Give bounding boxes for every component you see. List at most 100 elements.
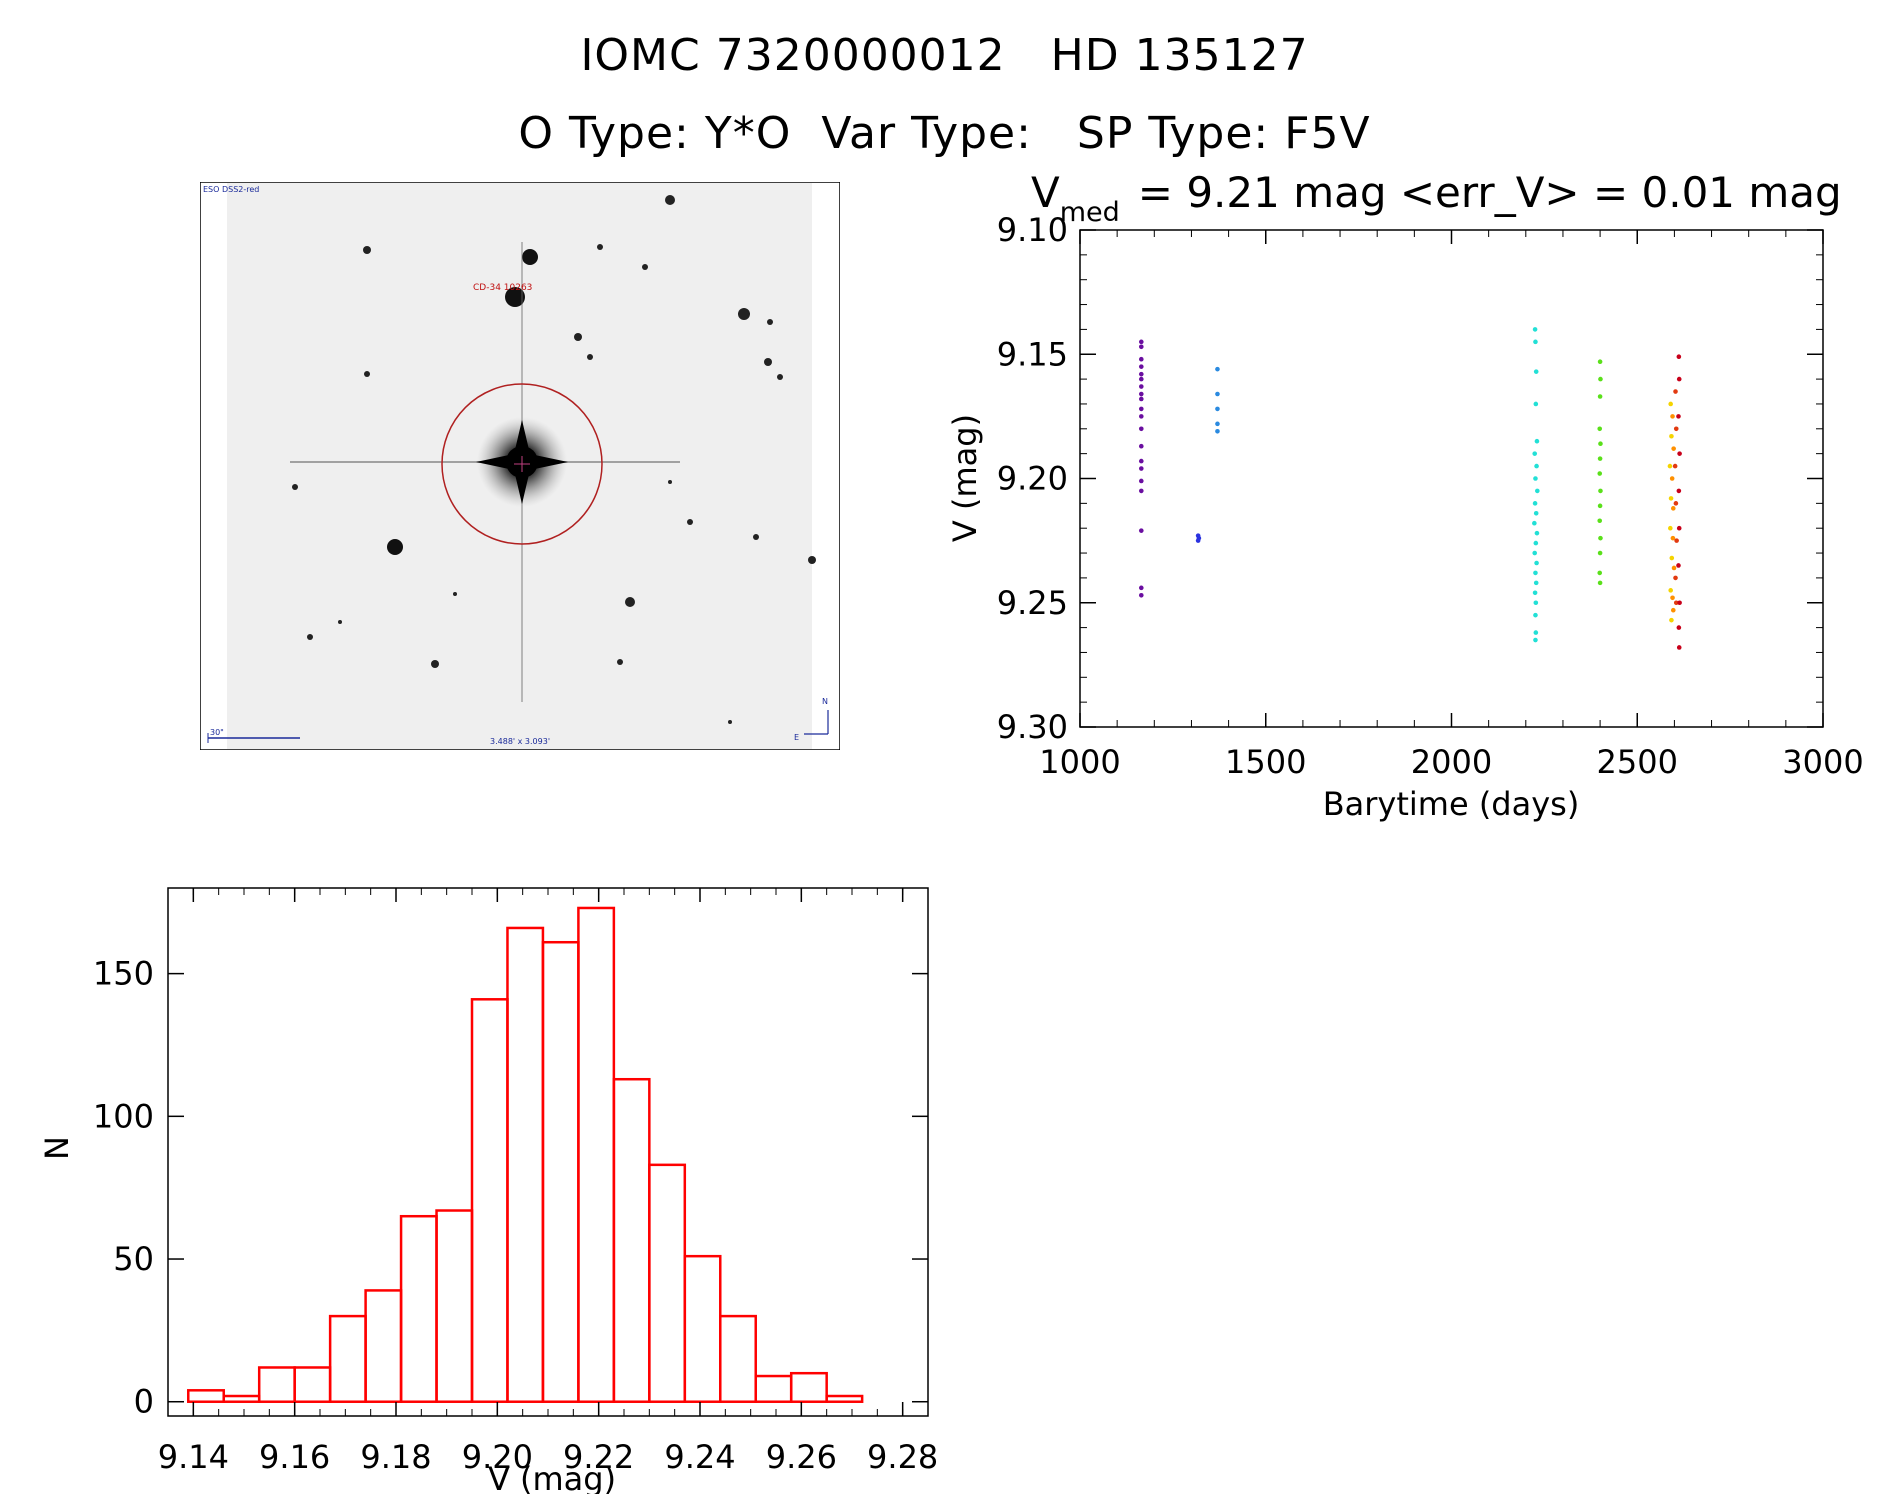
- hist-bar: [648, 1163, 687, 1403]
- lc-data-point: [1676, 645, 1682, 650]
- lc-data-point: [1534, 530, 1540, 536]
- field-star: [292, 484, 298, 490]
- target-circle: [441, 383, 603, 545]
- hist-x-tick-label: 9.26: [766, 1438, 837, 1476]
- field-star: [505, 287, 525, 307]
- lc-data-point: [1196, 535, 1202, 541]
- lc-title-v: V: [1031, 168, 1060, 217]
- lc-data-point: [1676, 376, 1682, 382]
- lc-data-point: [1138, 371, 1144, 377]
- survey-label: ESO DSS2-red: [203, 185, 259, 194]
- lc-data-point: [1673, 600, 1679, 606]
- lc-y-tick-label: 9.30: [997, 708, 1068, 746]
- lc-x-tick-label: 3000: [1782, 743, 1863, 781]
- lc-data-point: [1138, 376, 1144, 382]
- hist-bar: [683, 1254, 722, 1403]
- lc-x-tick-label: 1000: [1039, 743, 1120, 781]
- lc-data-point: [1535, 488, 1540, 494]
- lc-data-point: [1668, 496, 1674, 501]
- hist-x-tick-label: 9.16: [259, 1438, 330, 1476]
- hist-y-tick-label: 0: [134, 1383, 154, 1421]
- hist-x-tick-label: 9.22: [563, 1438, 634, 1476]
- lc-data-point: [1677, 451, 1682, 456]
- lc-title: Vmed = 9.21 mag <err_V> = 0.01 mag: [1031, 168, 1842, 228]
- lc-data-point: [1533, 339, 1538, 345]
- lc-data-point: [1597, 580, 1603, 586]
- lc-data-point: [1532, 327, 1538, 332]
- lc-data-point: [1138, 488, 1144, 494]
- field-star: [753, 534, 759, 540]
- lc-data-point: [1673, 501, 1679, 506]
- lc-data-point: [1597, 426, 1603, 432]
- lc-data-point: [1597, 550, 1603, 556]
- lc-data-point: [1676, 525, 1682, 531]
- lc-data-point: [1533, 612, 1538, 618]
- lc-data-point: [1533, 369, 1539, 374]
- hd-id: HD 135127: [1050, 30, 1309, 81]
- lc-data-point: [1670, 506, 1676, 511]
- lc-data-point: [1138, 528, 1144, 533]
- field-star: [642, 264, 648, 270]
- lc-data-point: [1676, 414, 1681, 419]
- lc-data-point: [1533, 401, 1539, 407]
- lc-data-point: [1671, 446, 1676, 451]
- east-label: E: [794, 733, 799, 742]
- hist-bar: [364, 1289, 403, 1403]
- field-star: [522, 249, 538, 265]
- hist-x-tick-label: 9.14: [158, 1438, 229, 1476]
- lc-data-point: [1534, 438, 1540, 444]
- field-star: [808, 556, 816, 564]
- lc-data-point: [1533, 637, 1538, 643]
- hist-xlabel: V (mag): [488, 1460, 616, 1494]
- field-star: [587, 354, 593, 360]
- lc-data-point: [1215, 406, 1220, 412]
- field-star: [728, 720, 732, 724]
- lc-data-point: [1138, 466, 1144, 471]
- lc-data-point: [1676, 563, 1681, 568]
- lc-data-point: [1669, 433, 1674, 439]
- hist-x-tick-label: 9.18: [360, 1438, 431, 1476]
- chart-title-types: O Type: Y*O Var Type: SP Type: F5V: [0, 108, 1889, 159]
- lc-data-point: [1138, 384, 1144, 389]
- field-star: [574, 333, 582, 341]
- scale-label: 30": [210, 728, 224, 737]
- lc-data-point: [1533, 580, 1539, 586]
- lc-data-point: [1533, 570, 1538, 576]
- field-stars: [292, 195, 816, 724]
- lc-data-point: [1215, 391, 1220, 397]
- lc-y-tick-label: 9.20: [997, 460, 1068, 498]
- hist-bar: [612, 1077, 651, 1403]
- hist-ticks: 9.14 9.16 9.18 9.20 9.22 9.24 9.26 9.28 0 50 100 15…: [93, 888, 938, 1476]
- lc-data-point: [1138, 478, 1144, 484]
- hist-bar: [506, 926, 545, 1403]
- lc-y-tick-label: 9.25: [997, 584, 1068, 622]
- hist-bar: [754, 1374, 793, 1403]
- lc-data-point: [1532, 501, 1538, 506]
- field-star: [597, 244, 603, 250]
- lc-data-point: [1138, 443, 1144, 449]
- lc-data-point: [1669, 617, 1674, 623]
- lc-data-point: [1597, 359, 1603, 365]
- hist-y-tick-label: 50: [113, 1240, 154, 1278]
- lc-data-point: [1533, 540, 1539, 546]
- lc-data-point: [1138, 458, 1144, 464]
- hist-bar: [541, 940, 580, 1403]
- lc-points: [1138, 327, 1682, 650]
- hist-ylabel: N: [38, 1136, 76, 1160]
- lc-data-point: [1532, 590, 1538, 596]
- lc-data-point: [1138, 414, 1144, 419]
- field-star: [387, 539, 403, 555]
- lc-data-point: [1674, 538, 1679, 543]
- lc-data-point: [1669, 555, 1675, 561]
- lc-data-point: [1138, 364, 1144, 369]
- hist-bar: [470, 998, 509, 1403]
- lc-data-point: [1215, 428, 1220, 434]
- lc-ylabel: V (mag): [946, 414, 984, 542]
- hist-plot-frame: [167, 887, 929, 1417]
- field-star: [777, 374, 783, 380]
- hist-bar: [719, 1314, 757, 1403]
- lc-title-rest: = 9.21 mag <err_V> = 0.01 mag: [1138, 168, 1842, 217]
- lc-data-point: [1670, 595, 1675, 601]
- lc-data-point: [1138, 396, 1144, 402]
- hist-bar: [187, 1389, 225, 1403]
